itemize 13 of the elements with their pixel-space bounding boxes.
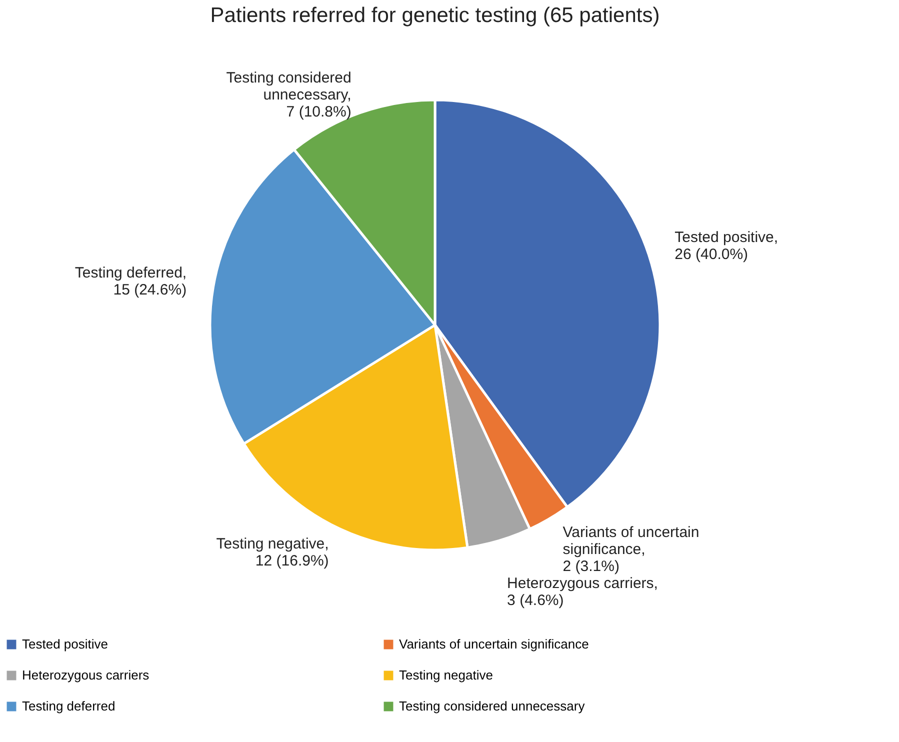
data-label: Tested positive, 26 (40.0%) <box>674 229 778 264</box>
data-label: Variants of uncertain significance, 2 (3.1%) <box>562 524 700 576</box>
legend-label: Tested positive <box>22 636 108 652</box>
legend-label: Heterozygous carriers <box>22 668 150 682</box>
data-label: Heterozygous carriers, 3 (4.6%) <box>507 575 658 610</box>
legend-label: Testing considered unnecessary <box>399 698 586 714</box>
data-label: Testing deferred, 15 (24.6%) <box>74 264 187 299</box>
legend-label: Testing negative <box>399 668 493 682</box>
legend-label: Testing deferred <box>22 698 116 714</box>
chart-title: Patients referred for genetic testing (65 patients) <box>210 4 660 27</box>
data-label: Testing considered unnecessary, 7 (10.8%) <box>226 69 352 120</box>
legend-label: Variants of uncertain significance <box>399 636 589 652</box>
data-label: Testing negative, 12 (16.9%) <box>216 536 329 570</box>
